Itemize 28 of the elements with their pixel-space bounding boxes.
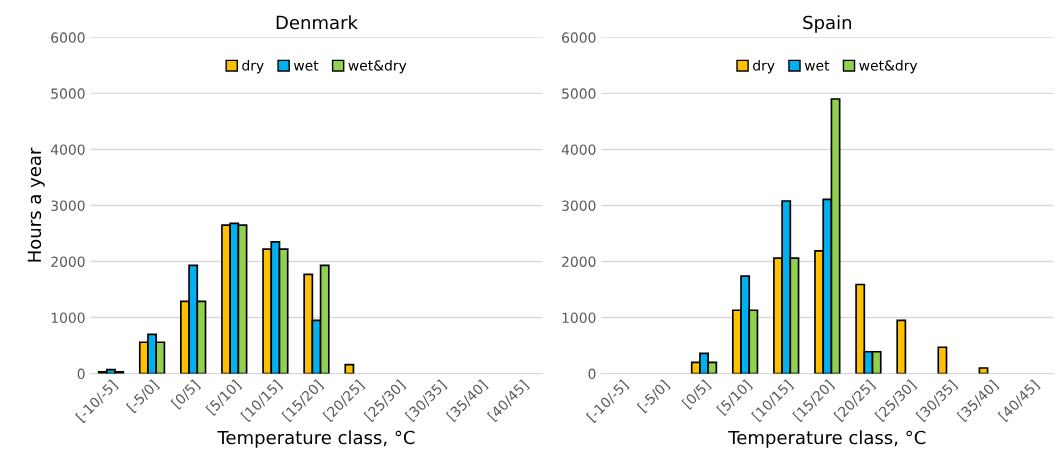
- legend-label: wet: [293, 60, 319, 71]
- y-tick-label: 5000: [51, 88, 85, 99]
- x-axis-title: Temperature class, °C: [217, 430, 415, 448]
- y-tick-label: 2000: [562, 256, 596, 267]
- legend-label: wet&dry: [348, 59, 407, 74]
- y-tick-label: 3000: [51, 200, 85, 211]
- bar: [896, 319, 907, 374]
- legend-label: wet: [804, 60, 830, 71]
- legend-label: wet&dry: [859, 59, 918, 74]
- legend-label: dry: [242, 59, 264, 74]
- y-tick-label: 0: [77, 368, 85, 380]
- bar: [344, 363, 355, 374]
- y-tick-label: 6000: [51, 32, 85, 43]
- y-tick-label: 0: [588, 368, 596, 380]
- legend-label: dry: [753, 59, 775, 74]
- y-tick-label: 1000: [51, 312, 85, 324]
- y-axis-title: Hours a year: [27, 147, 45, 262]
- y-tick-label: 4000: [50, 144, 85, 155]
- y-tick-label: 3000: [562, 200, 596, 211]
- y-tick-label: 2000: [51, 256, 85, 267]
- y-tick-label: 1000: [562, 312, 596, 324]
- bar: [937, 346, 948, 374]
- chart-title: Spain: [803, 15, 852, 33]
- x-axis-title: Temperature class, °C: [728, 430, 926, 448]
- y-tick-label: 4000: [561, 144, 596, 155]
- y-tick-label: 6000: [562, 32, 596, 43]
- y-tick-label: 5000: [562, 88, 596, 99]
- chart-title: Denmark: [276, 15, 358, 30]
